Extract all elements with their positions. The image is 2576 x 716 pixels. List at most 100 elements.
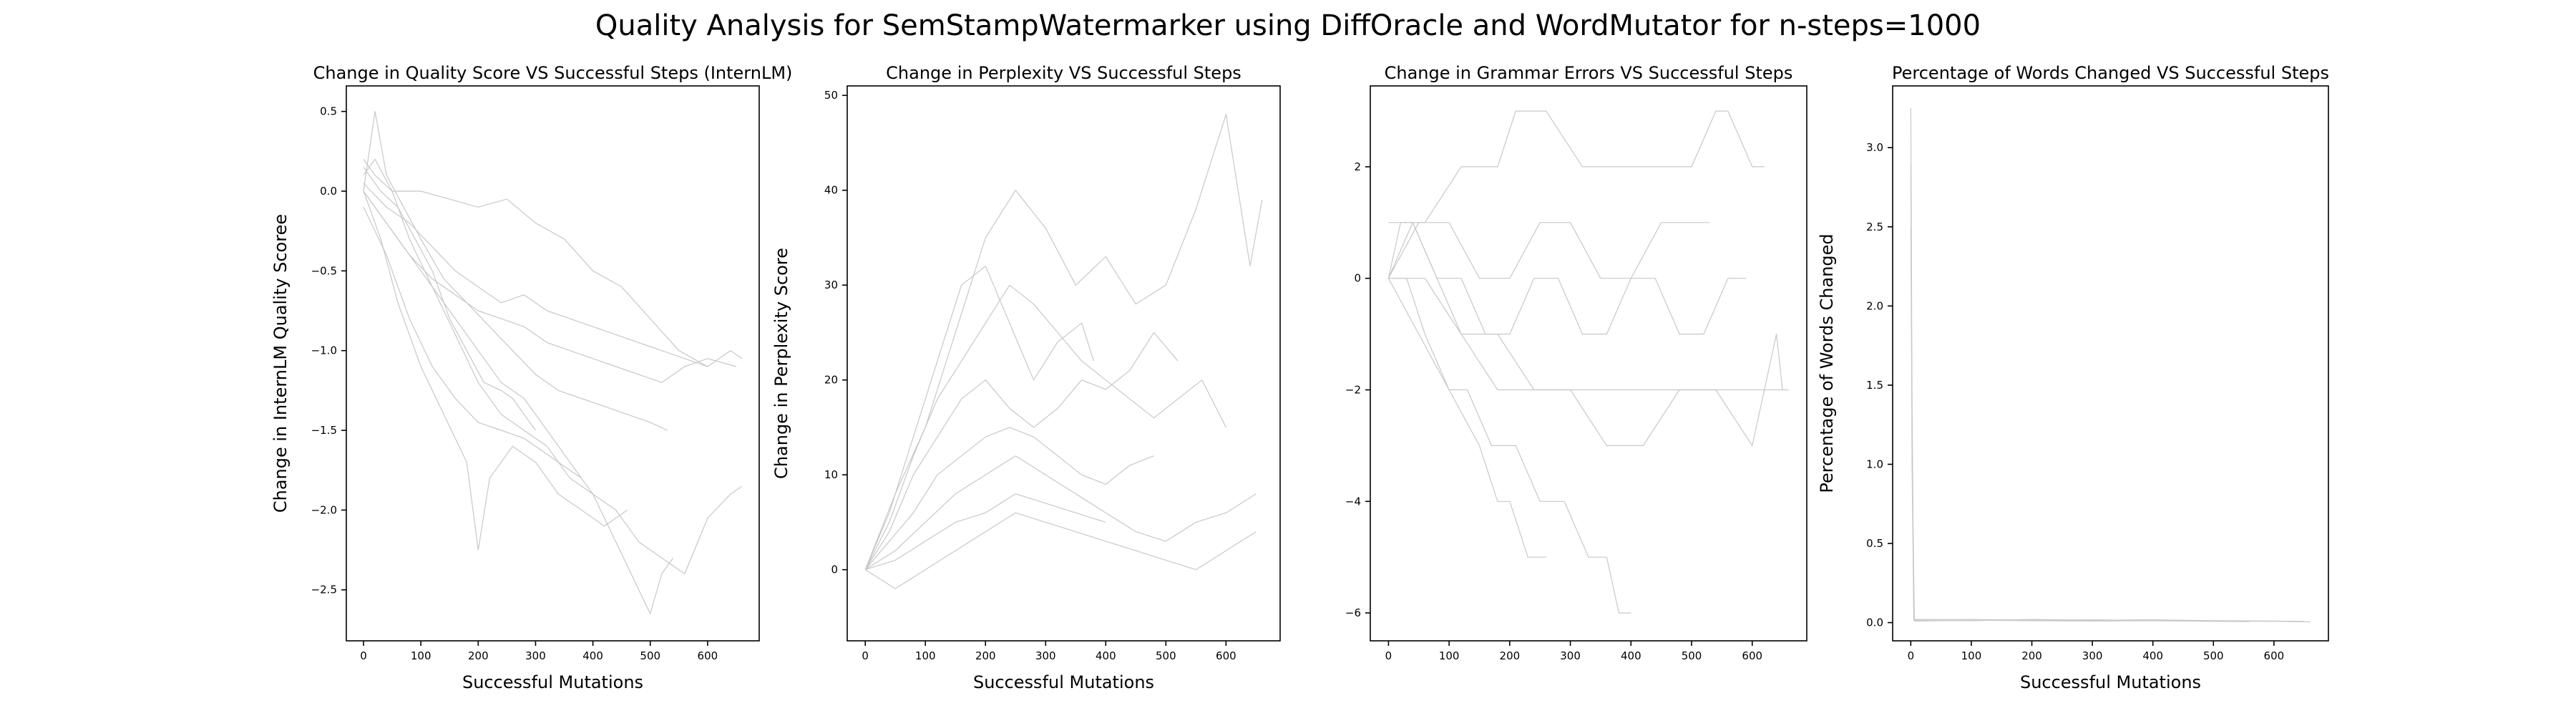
- x-tick-label-600: 600: [1742, 649, 1762, 662]
- plot-frame: [346, 85, 760, 642]
- x-tick-label-300: 300: [1035, 649, 1056, 662]
- y-tick-label-2: 2: [1354, 160, 1361, 173]
- x-tick-label-0: 0: [1385, 649, 1392, 662]
- y-tick-label-10: 10: [824, 468, 838, 481]
- y-tick-label--2: −2: [1345, 383, 1361, 396]
- panel-perplexity: 0 100 200 300 400 500 600 0 10 20 30 40 50 Change in …: [771, 63, 1281, 692]
- x-tick-label-400: 400: [1621, 649, 1641, 662]
- series-line-6: [864, 427, 1154, 570]
- y-tick-label--6: −6: [1345, 606, 1361, 619]
- x-tick-label-600: 600: [2264, 649, 2285, 662]
- series-line-4: [1387, 222, 1710, 279]
- series-line-6: [1387, 278, 1546, 558]
- series-line-8: [363, 167, 536, 431]
- x-tick-label-200: 200: [975, 649, 996, 662]
- series-line-8: [865, 493, 1106, 571]
- subplot-title: Percentage of Words Changed VS Successfu…: [1892, 63, 2329, 83]
- y-tick-label-2p5: 2.5: [1866, 221, 1883, 233]
- x-tick-label-0: 0: [862, 649, 869, 662]
- series-line-3: [1388, 278, 1631, 614]
- subplot-title: Change in Quality Score VS Successful St…: [313, 63, 793, 83]
- x-tick-label-100: 100: [1961, 649, 1982, 662]
- x-tick-label-600: 600: [698, 649, 718, 662]
- x-tick-label-500: 500: [2203, 649, 2224, 662]
- x-tick-label-400: 400: [1096, 649, 1116, 662]
- x-tick-label-500: 500: [640, 649, 660, 662]
- series-line-1: [1910, 107, 2311, 623]
- series-line-2: [864, 284, 1226, 570]
- x-tick-label-0: 0: [1908, 649, 1915, 662]
- plot-frame: [847, 85, 1281, 642]
- y-tick-label-30: 30: [824, 279, 838, 291]
- y-tick-label-0: 0: [1354, 272, 1361, 285]
- x-tick-label-600: 600: [1216, 649, 1236, 662]
- y-tick-label-2: 2.0: [1866, 299, 1883, 312]
- x-tick-label-300: 300: [2082, 649, 2103, 662]
- series-line-2: [363, 158, 743, 575]
- series-line-3: [363, 190, 628, 551]
- y-tick-label-3: 3.0: [1866, 141, 1883, 154]
- y-tick-label--1: −1.0: [311, 344, 337, 357]
- series-line-2: [1910, 163, 2305, 622]
- subplot-title: Change in Grammar Errors VS Successful S…: [1385, 63, 1793, 83]
- y-tick-label-20: 20: [824, 374, 838, 387]
- x-axis-label: Successful Mutations: [973, 672, 1154, 692]
- panel-quality-score: 0 100 200 300 400 500 600 −2.5 −2.0 −1.5 −1.0 −0.5 0…: [270, 63, 792, 692]
- x-tick-label-100: 100: [915, 649, 936, 662]
- series-line-5: [363, 183, 743, 367]
- series-line-1: [1387, 110, 1765, 279]
- x-tick-label-500: 500: [1682, 649, 1702, 662]
- series-line-3: [864, 332, 1179, 570]
- y-tick-label-50: 50: [824, 89, 838, 102]
- y-tick-label-40: 40: [824, 184, 838, 197]
- x-tick-label-100: 100: [411, 649, 431, 662]
- x-tick-label-500: 500: [1156, 649, 1176, 662]
- plot-frame: [1370, 85, 1807, 642]
- series-line-7: [1388, 278, 1783, 446]
- y-tick-label-1p5: 1.5: [1866, 379, 1883, 392]
- y-tick-label-1: 1.0: [1866, 458, 1883, 470]
- subplot-title: Change in Perplexity VS Successful Steps: [886, 63, 1241, 83]
- series-line-1: [864, 114, 1263, 570]
- x-tick-label-300: 300: [525, 649, 546, 662]
- series-line-6: [363, 159, 708, 367]
- x-axis-label: Successful Mutations: [2020, 672, 2201, 692]
- series-line-3: [1910, 226, 2250, 622]
- panel-grammar-errors: 0 100 200 300 400 500 600 −6 −4 −2 0 2 Change in Gra…: [1345, 63, 1807, 662]
- series-line-4: [363, 190, 674, 614]
- y-axis-label: Change in InternLM Quality Scoree: [270, 214, 291, 513]
- y-tick-label-0: 0.0: [320, 185, 337, 198]
- x-tick-label-100: 100: [1439, 649, 1460, 662]
- y-tick-label--4: −4: [1345, 495, 1361, 508]
- y-tick-label--0p5: −0.5: [311, 264, 337, 277]
- y-tick-label-0: 0: [831, 563, 838, 576]
- y-tick-label--2: −2.0: [311, 503, 337, 516]
- series-line-5: [864, 512, 1257, 589]
- y-axis-label: Change in Perplexity Score: [771, 248, 791, 479]
- series-line-4: [864, 455, 1257, 571]
- y-tick-label--2p5: −2.5: [311, 584, 337, 596]
- x-tick-label-300: 300: [1560, 649, 1581, 662]
- x-tick-label-0: 0: [360, 649, 367, 662]
- y-tick-label-0p5: 0.5: [1866, 537, 1883, 550]
- y-tick-label-0p5: 0.5: [320, 105, 337, 118]
- y-tick-label--1p5: −1.5: [311, 424, 337, 437]
- x-tick-label-400: 400: [2142, 649, 2163, 662]
- series-line-7: [363, 207, 582, 479]
- x-tick-label-200: 200: [1500, 649, 1521, 662]
- series-line-9: [363, 190, 737, 383]
- series-line-5: [1388, 222, 1747, 335]
- x-axis-label: Successful Mutations: [462, 672, 643, 692]
- y-axis-label: Percentage of Words Changed: [1817, 233, 1837, 493]
- y-tick-label-0: 0.0: [1866, 616, 1883, 629]
- series-line-2: [1387, 222, 1789, 391]
- figure-title: Quality Analysis for SemStampWatermarker…: [595, 9, 1981, 42]
- x-tick-label-200: 200: [468, 649, 489, 662]
- x-tick-label-400: 400: [582, 649, 603, 662]
- panel-words-changed: 0 100 200 300 400 500 600 0.0 0.5 1.0 1.5 2.0 2.5 3.0…: [1817, 63, 2329, 692]
- plot-frame: [1892, 85, 2329, 642]
- series-line-7: [864, 266, 1095, 570]
- series-line-1: [363, 111, 668, 431]
- x-tick-label-200: 200: [2021, 649, 2042, 662]
